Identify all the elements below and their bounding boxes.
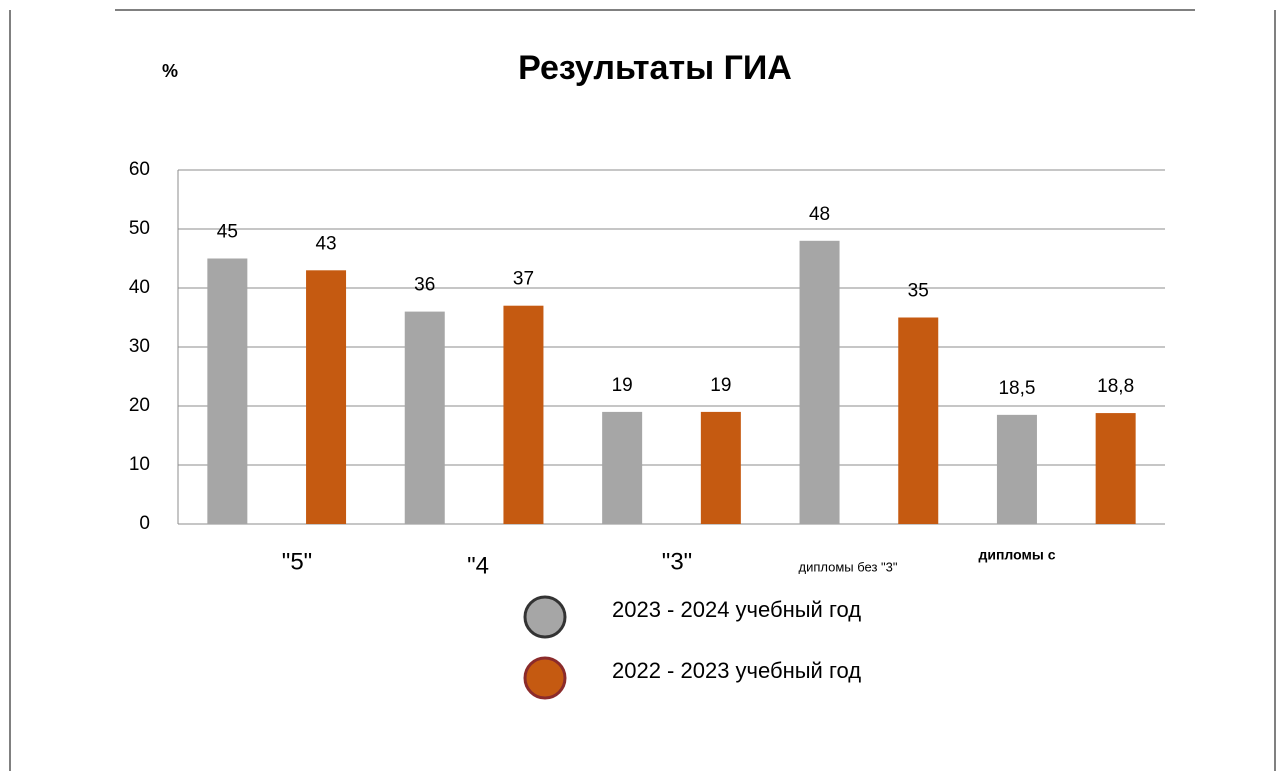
bar (700, 411, 741, 524)
data-label: 37 (513, 269, 534, 290)
x-tick-label: "3" (662, 548, 692, 575)
y-tick-label: 10 (129, 454, 150, 475)
bar (207, 258, 248, 524)
x-tick-label: дипломы с (978, 547, 1055, 563)
bar (503, 305, 544, 524)
data-label: 19 (612, 375, 633, 396)
legend-label: 2023 - 2024 учебный год (612, 597, 861, 622)
bar (799, 240, 840, 525)
bar (898, 317, 939, 524)
legend-marker (523, 595, 567, 639)
y-tick-label: 40 (129, 277, 150, 298)
y-tick-label: 30 (129, 336, 150, 357)
y-tick-label: 50 (129, 218, 150, 239)
legend-marker (523, 656, 567, 700)
legend-label: 2022 - 2023 учебный год (612, 658, 861, 683)
data-label: 36 (414, 275, 435, 296)
data-label: 48 (809, 204, 830, 225)
y-tick-label: 20 (129, 395, 150, 416)
bar (602, 411, 643, 524)
y-tick-label: 0 (139, 513, 150, 534)
data-label: 18,5 (998, 378, 1035, 399)
bar (1095, 413, 1136, 524)
bar (404, 311, 445, 524)
bar (996, 414, 1037, 524)
data-label: 19 (710, 375, 731, 396)
data-label: 43 (315, 233, 336, 254)
x-tick-label: дипломы без "3" (798, 559, 897, 574)
x-tick-label: "5" (282, 548, 312, 575)
y-tick-label: 60 (129, 159, 150, 180)
data-label: 35 (908, 281, 929, 302)
data-label: 18,8 (1097, 376, 1134, 397)
data-label: 45 (217, 222, 238, 243)
chart-title: Результаты ГИА (518, 49, 792, 87)
bar (306, 270, 347, 524)
y-axis-label: % (162, 61, 178, 81)
x-tick-label: "4 (467, 552, 489, 579)
